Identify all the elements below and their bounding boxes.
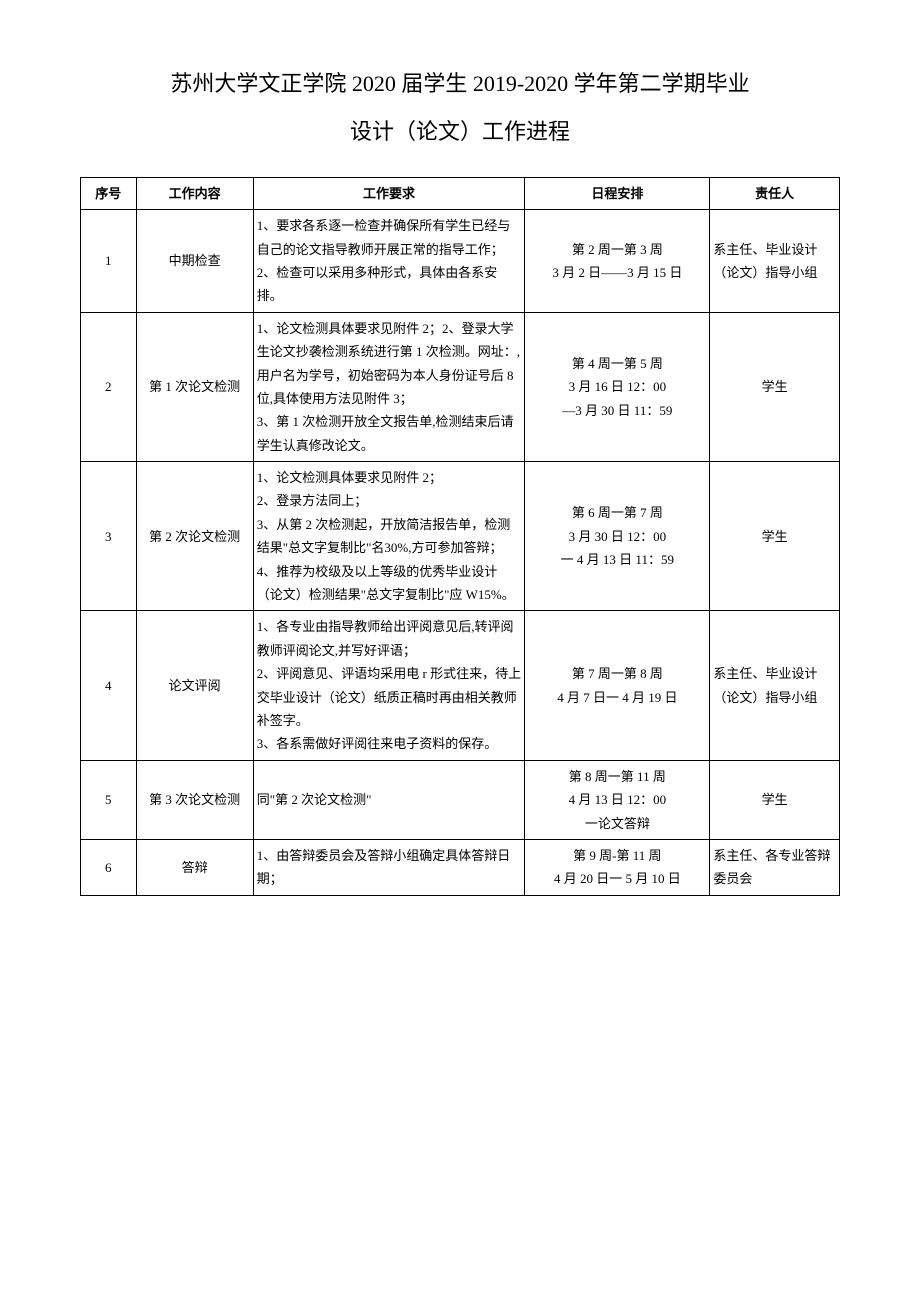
table-header-row: 序号 工作内容 工作要求 日程安排 责任人 <box>81 177 840 209</box>
cell-work: 第 1 次论文检测 <box>136 312 253 461</box>
cell-req: 同"第 2 次论文检测" <box>253 760 525 839</box>
cell-work: 答辩 <box>136 839 253 895</box>
header-work: 工作内容 <box>136 177 253 209</box>
cell-date: 第 7 周一第 8 周4 月 7 日一 4 月 19 日 <box>525 611 710 760</box>
cell-idx: 4 <box>81 611 137 760</box>
cell-date: 第 4 周一第 5 周3 月 16 日 12：00—3 月 30 日 11：59 <box>525 312 710 461</box>
cell-person: 学生 <box>710 312 840 461</box>
document-title: 苏州大学文正学院 2020 届学生 2019-2020 学年第二学期毕业 设计（… <box>80 60 840 157</box>
table-row: 1 中期检查 1、要求各系逐一检查并确保所有学生已经与自己的论文指导教师开展正常… <box>81 210 840 313</box>
cell-date: 第 9 周-第 11 周4 月 20 日一 5 月 10 日 <box>525 839 710 895</box>
cell-req: 1、论文检测具体要求见附件 2；2、登录大学生论文抄袭检测系统进行第 1 次检测… <box>253 312 525 461</box>
header-idx: 序号 <box>81 177 137 209</box>
header-date: 日程安排 <box>525 177 710 209</box>
cell-date: 第 6 周一第 7 周3 月 30 日 12：00一 4 月 13 日 11：5… <box>525 462 710 611</box>
table-row: 4 论文评阅 1、各专业由指导教师给出评阅意见后,转评阅教师评阅论文,并写好评语… <box>81 611 840 760</box>
cell-idx: 5 <box>81 760 137 839</box>
title-line-1: 苏州大学文正学院 2020 届学生 2019-2020 学年第二学期毕业 <box>170 71 749 96</box>
cell-person: 系主任、毕业设计（论文）指导小组 <box>710 611 840 760</box>
cell-idx: 1 <box>81 210 137 313</box>
table-row: 3 第 2 次论文检测 1、论文检测具体要求见附件 2；2、登录方法同上；3、从… <box>81 462 840 611</box>
cell-req: 1、要求各系逐一检查并确保所有学生已经与自己的论文指导教师开展正常的指导工作；2… <box>253 210 525 313</box>
cell-req: 1、论文检测具体要求见附件 2；2、登录方法同上；3、从第 2 次检测起，开放简… <box>253 462 525 611</box>
cell-work: 第 3 次论文检测 <box>136 760 253 839</box>
header-req: 工作要求 <box>253 177 525 209</box>
table-row: 2 第 1 次论文检测 1、论文检测具体要求见附件 2；2、登录大学生论文抄袭检… <box>81 312 840 461</box>
cell-person: 学生 <box>710 760 840 839</box>
cell-idx: 2 <box>81 312 137 461</box>
cell-req: 1、由答辩委员会及答辩小组确定具体答辩日期； <box>253 839 525 895</box>
cell-idx: 6 <box>81 839 137 895</box>
header-person: 责任人 <box>710 177 840 209</box>
cell-person: 系主任、毕业设计（论文）指导小组 <box>710 210 840 313</box>
cell-person: 学生 <box>710 462 840 611</box>
cell-work: 中期检查 <box>136 210 253 313</box>
schedule-table: 序号 工作内容 工作要求 日程安排 责任人 1 中期检查 1、要求各系逐一检查并… <box>80 177 840 896</box>
title-line-2: 设计（论文）工作进程 <box>350 119 570 144</box>
cell-date: 第 2 周一第 3 周3 月 2 日——3 月 15 日 <box>525 210 710 313</box>
cell-work: 第 2 次论文检测 <box>136 462 253 611</box>
table-row: 5 第 3 次论文检测 同"第 2 次论文检测" 第 8 周一第 11 周4 月… <box>81 760 840 839</box>
table-row: 6 答辩 1、由答辩委员会及答辩小组确定具体答辩日期； 第 9 周-第 11 周… <box>81 839 840 895</box>
cell-date: 第 8 周一第 11 周4 月 13 日 12：00一论文答辩 <box>525 760 710 839</box>
cell-req: 1、各专业由指导教师给出评阅意见后,转评阅教师评阅论文,并写好评语；2、评阅意见… <box>253 611 525 760</box>
cell-person: 系主任、各专业答辩委员会 <box>710 839 840 895</box>
table-body: 1 中期检查 1、要求各系逐一检查并确保所有学生已经与自己的论文指导教师开展正常… <box>81 210 840 896</box>
cell-idx: 3 <box>81 462 137 611</box>
cell-work: 论文评阅 <box>136 611 253 760</box>
